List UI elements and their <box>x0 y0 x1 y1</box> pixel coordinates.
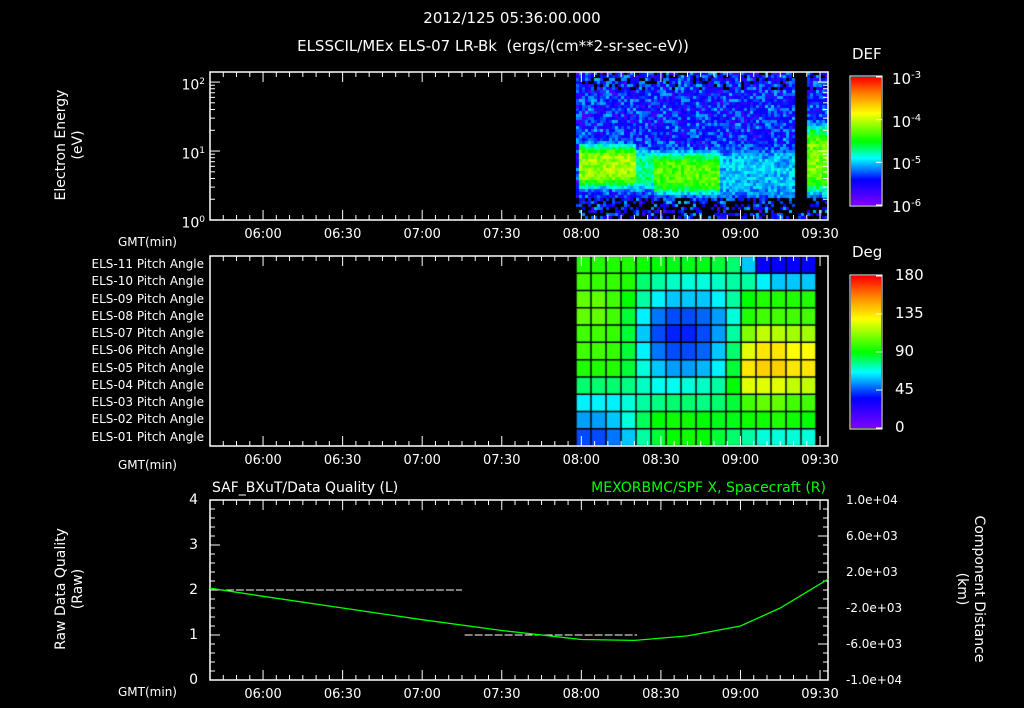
x-tick-label: 07:30 <box>483 453 521 468</box>
x-tick-label: 07:00 <box>403 227 441 242</box>
pitch-row-label: ELS-07 Pitch Angle <box>91 326 204 341</box>
x-tick-label: 06:30 <box>323 687 362 702</box>
data-quality-title: SAF_BXuT/Data Quality (L) <box>212 480 399 496</box>
dist-label-line1: Component Distance <box>971 515 987 663</box>
x-tick-label: 07:30 <box>483 687 521 702</box>
y-tick-exp: 0 <box>199 215 205 225</box>
x-tick-label: 07:00 <box>403 453 441 468</box>
pitch-row-label: ELS-10 Pitch Angle <box>91 274 204 289</box>
x-tick-label: 09:30 <box>801 687 839 702</box>
y-tick-base: 10 <box>181 77 200 94</box>
x-tick-label: 06:00 <box>244 227 282 242</box>
cb-exp: -6 <box>911 198 922 209</box>
x-tick-label: 08:30 <box>642 687 680 702</box>
pitch-row-label: ELS-01 Pitch Angle <box>91 429 204 444</box>
x-tick-label: 09:30 <box>801 227 839 242</box>
panel-frame <box>209 255 829 447</box>
deg-colorbar-title: Deg <box>852 243 883 261</box>
x-tick-label: 06:00 <box>244 453 282 468</box>
y-tick-label: 101 <box>181 143 205 163</box>
y-tick-exp: 1 <box>199 146 205 157</box>
spf-x-title: MEXORBMC/SPF X, Spacecraft (R) <box>591 480 826 496</box>
colorbar-tick-label: 90 <box>895 342 915 360</box>
cb-base: 10 <box>892 198 912 216</box>
x-tick-label: 09:30 <box>801 453 839 468</box>
x-tick-label: 07:30 <box>483 227 521 242</box>
colorbar-tick-label: 45 <box>895 380 915 398</box>
cb-base: 10 <box>892 112 912 131</box>
right-y-tick-label: -1.0e+04 <box>846 673 903 687</box>
colorbar-tick-label: 10-4 <box>892 111 921 130</box>
right-y-tick-label: 2.0e+03 <box>846 565 898 579</box>
left-y-tick-label: 3 <box>189 537 198 553</box>
plot-timestamp: 2012/125 05:36:00.000 <box>423 9 601 27</box>
spf-x-line <box>209 578 829 642</box>
x-tick-label: 08:30 <box>642 227 680 242</box>
colorbar-tick-label: 135 <box>895 304 924 322</box>
energy-axis-label-line1: Electron Energy <box>53 89 69 201</box>
left-y-tick-label: 1 <box>189 627 198 643</box>
colorbar-frame <box>849 75 883 207</box>
cb-base: 10 <box>892 70 912 88</box>
x-tick-label: 09:00 <box>721 453 760 468</box>
pitch-row-label: ELS-08 Pitch Angle <box>91 308 204 323</box>
pitch-row-label: ELS-02 Pitch Angle <box>91 412 204 427</box>
colorbar-tick-label: 10-3 <box>892 68 921 87</box>
y-tick-exp: 2 <box>199 77 205 88</box>
def-colorbar-title: DEF <box>852 45 882 63</box>
dq-label-line2: (Raw) <box>70 568 86 610</box>
y-tick-label: 100 <box>181 212 205 232</box>
energy-axis-label-line2: (eV) <box>70 130 86 160</box>
electron-spectrogram <box>576 72 828 220</box>
right-y-tick-label: 6.0e+03 <box>846 529 898 543</box>
cb-exp: -5 <box>911 155 922 167</box>
data-quality-axis-label: Raw Data Quality (Raw) <box>53 509 87 669</box>
panel-frame <box>209 71 829 221</box>
pitch-row-label: ELS-05 Pitch Angle <box>91 360 204 375</box>
left-y-tick-label: 4 <box>189 492 198 508</box>
pitch-row-label: ELS-11 Pitch Angle <box>91 257 204 271</box>
plot-subtitle: ELSSCIL/MEx ELS-07 LR-Bk (ergs/(cm**2-sr… <box>297 37 689 55</box>
y-tick-base: 10 <box>181 146 200 163</box>
x-tick-label: 08:30 <box>642 453 680 468</box>
y-tick-label: 102 <box>181 74 205 94</box>
gmt-label-2: GMT(min) <box>118 458 177 472</box>
energy-axis-label: Electron Energy (eV) <box>53 65 87 225</box>
right-y-tick-label: -6.0e+03 <box>846 637 903 651</box>
pitch-row-label: ELS-09 Pitch Angle <box>91 291 204 306</box>
colorbar-tick-label: 0 <box>895 418 905 436</box>
dq-label-line1: Raw Data Quality <box>53 528 69 650</box>
dist-label-line2: (km) <box>954 572 970 606</box>
pitch-row-label: ELS-06 Pitch Angle <box>91 343 204 358</box>
pitch-row-label: ELS-03 Pitch Angle <box>91 395 204 410</box>
cb-base: 10 <box>892 155 912 174</box>
pitch-angle-heatmap <box>576 256 816 446</box>
x-tick-label: 08:00 <box>562 687 601 702</box>
x-tick-label: 09:00 <box>721 227 760 242</box>
right-y-tick-label: 1.0e+04 <box>846 493 898 507</box>
colorbar-tick-label: 10-5 <box>892 153 921 172</box>
colorbar-tick-label: 180 <box>895 266 924 284</box>
left-y-tick-label: 2 <box>189 582 198 598</box>
cb-exp: -3 <box>911 70 922 81</box>
def-colorbar <box>851 77 881 205</box>
x-tick-label: 06:30 <box>323 227 362 242</box>
gmt-label-3: GMT(min) <box>118 685 177 699</box>
x-tick-label: 06:00 <box>244 687 282 702</box>
x-tick-label: 08:00 <box>562 453 601 468</box>
x-tick-label: 07:00 <box>403 687 441 702</box>
distance-axis-label: Component Distance (km) <box>953 499 987 679</box>
x-tick-label: 06:30 <box>323 453 362 468</box>
x-tick-label: 08:00 <box>562 227 601 242</box>
pitch-row-label: ELS-04 Pitch Angle <box>91 377 204 392</box>
y-tick-base: 10 <box>181 215 200 232</box>
left-y-tick-label: 0 <box>189 672 198 688</box>
gmt-label-1: GMT(min) <box>118 235 177 249</box>
right-y-tick-label: -2.0e+03 <box>846 601 903 615</box>
cb-exp: -4 <box>911 112 922 124</box>
x-tick-label: 09:00 <box>721 687 760 702</box>
colorbar-tick-label: 10-6 <box>892 196 921 215</box>
